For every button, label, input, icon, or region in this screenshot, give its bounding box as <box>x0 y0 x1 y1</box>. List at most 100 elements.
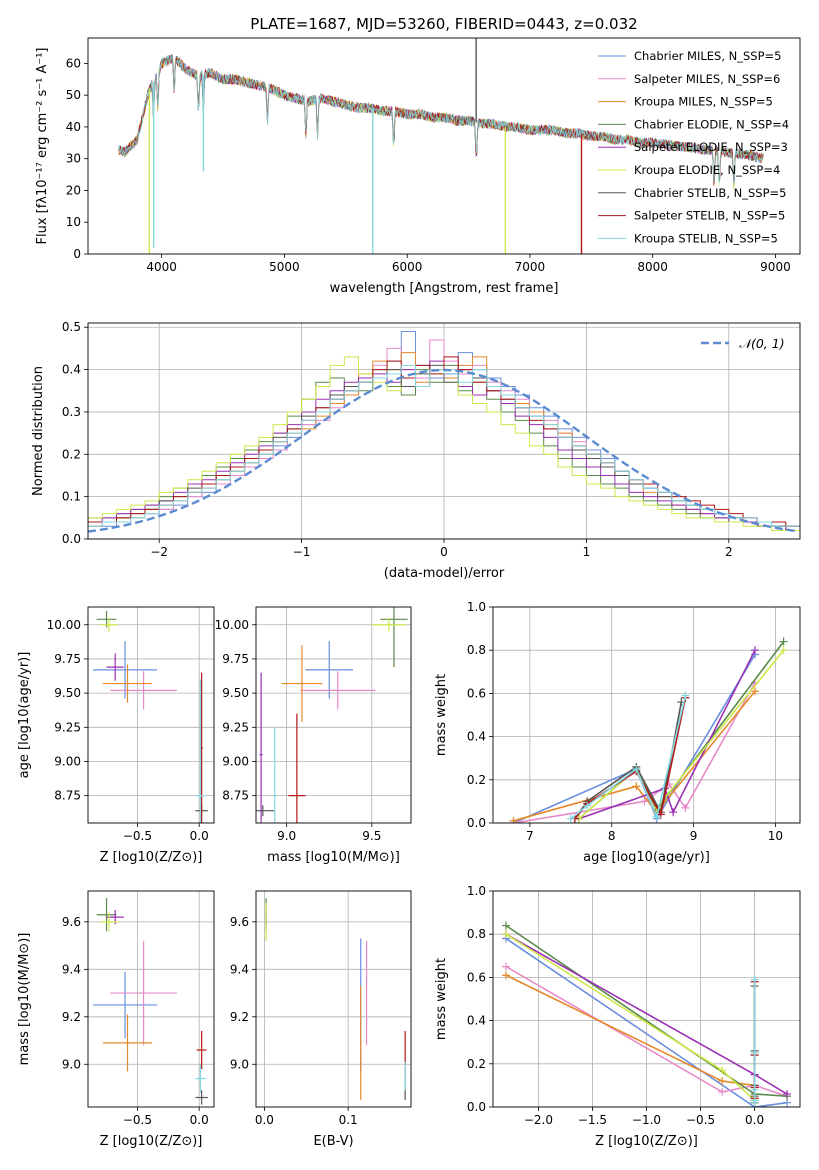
x-tick-label: −0.5 <box>123 1113 152 1127</box>
point-salpeter-miles <box>110 940 177 1046</box>
x-tick-label: 0.1 <box>339 1113 358 1127</box>
x-tick-label: −0.5 <box>123 829 152 843</box>
mass-weight-lines <box>509 637 788 823</box>
legend: Chabrier MILES, N_SSP=5 Salpeter MILES, N… <box>598 49 789 245</box>
point-salpeter-stelib <box>196 1031 207 1070</box>
point-marker <box>640 797 649 806</box>
point-marker <box>509 816 518 823</box>
series-line <box>513 690 756 822</box>
y-tick-label: 9.00 <box>54 754 81 768</box>
y-tick-label: 10 <box>66 215 81 229</box>
legend-label: Salpeter MILES, N_SSP=6 <box>634 72 780 86</box>
x-tick-label: 5000 <box>269 260 300 274</box>
point-kroupa-miles <box>281 645 323 722</box>
point-kroupa-miles <box>102 1014 153 1072</box>
x-tick-label: 0 <box>440 545 448 559</box>
y-tick-label: 9.4 <box>230 962 249 976</box>
point-marker <box>681 691 690 700</box>
point-marker <box>750 975 759 984</box>
y-tick-label: 9.25 <box>222 720 249 734</box>
y-tick-label: 40 <box>66 120 81 134</box>
legend-label: Chabrier ELODIE, N_SSP=4 <box>634 117 789 131</box>
point-marker <box>501 921 510 930</box>
series-line <box>513 682 756 823</box>
y-tick-label: 9.0 <box>230 1057 249 1071</box>
legend: 𝒩(0, 1) <box>701 336 785 351</box>
y-axis-label: mass weight <box>434 958 449 1040</box>
legend-label: Kroupa STELIB, N_SSP=5 <box>634 231 778 245</box>
point-salpeter-miles <box>110 671 177 710</box>
x-axis-label: E(B-V) <box>313 1134 353 1149</box>
y-tick-label: 0 <box>73 247 81 261</box>
x-tick-label: −1.0 <box>632 1113 661 1127</box>
y-tick-label: 10.00 <box>215 618 249 632</box>
point-marker <box>779 646 788 655</box>
y-tick-label: 9.75 <box>222 652 249 666</box>
x-tick-label: −2 <box>150 545 168 559</box>
chart-title: PLATE=1687, MJD=53260, FIBERID=0443, z=0… <box>250 15 637 33</box>
mass-weight-lines <box>501 921 792 1107</box>
panel-2-axes: −0.5 0.0 8.75 9.00 9.25 9.50 9.75 10.00 <box>47 607 214 843</box>
panel-6-frame <box>255 890 412 1108</box>
x-axis-label: Z [log10(Z/Z⊙)] <box>100 1134 203 1149</box>
x-tick-label: 9.0 <box>277 829 296 843</box>
x-tick-label: 0.0 <box>255 1113 274 1127</box>
y-tick-label: 0.6 <box>467 970 486 984</box>
point-kroupa-stelib <box>195 679 206 823</box>
point-chabrier-stelib <box>195 1090 208 1105</box>
x-tick-label: 0.0 <box>190 829 209 843</box>
x-tick-label: 2 <box>725 545 733 559</box>
series-salpeter-miles <box>509 678 759 823</box>
x-tick-label: −1.5 <box>578 1113 607 1127</box>
series-kroupa-elodie <box>501 930 759 1105</box>
x-axis-label: mass [log10(M/M⊙)] <box>267 850 400 865</box>
y-tick-label: 0.4 <box>467 1014 486 1028</box>
point-kroupa-elodie <box>371 617 406 632</box>
point-marker <box>718 1077 727 1086</box>
y-tick-label: 0.3 <box>62 405 81 419</box>
x-axis-label: age [log10(age/yr)] <box>583 850 710 865</box>
y-tick-label: 1.0 <box>467 884 486 898</box>
x-tick-label: −0.5 <box>686 1113 715 1127</box>
y-axis-label: Normed distribution <box>31 366 46 496</box>
point-marker <box>750 1085 759 1094</box>
point-chabrier-miles <box>305 641 354 699</box>
point-kroupa-elodie <box>100 617 118 632</box>
y-tick-label: 50 <box>66 88 81 102</box>
panel-1-axes: −2 −1 0 1 2 0.0 0.1 0.2 0.3 0.4 0.5 <box>62 320 800 559</box>
errorbars <box>265 898 406 1100</box>
panel-1-frame <box>87 322 801 540</box>
x-tick-label: 8000 <box>637 260 668 274</box>
y-tick-label: 9.50 <box>222 686 249 700</box>
point-marker <box>750 646 759 655</box>
x-tick-label: 0.0 <box>190 1113 209 1127</box>
x-tick-label: −1 <box>293 545 311 559</box>
legend-label: Kroupa ELODIE, N_SSP=4 <box>634 163 780 177</box>
y-tick-label: 0.0 <box>467 816 486 830</box>
point-kroupa-miles <box>102 664 153 703</box>
x-axis-label: Z [log10(Z/Z⊙)] <box>595 1134 698 1149</box>
y-tick-label: 9.6 <box>62 915 81 929</box>
panel-3-frame <box>255 606 412 824</box>
y-tick-label: 30 <box>66 152 81 166</box>
point-marker <box>501 962 510 971</box>
y-tick-label: 0.4 <box>62 363 81 377</box>
point-marker <box>501 930 510 939</box>
point-marker <box>779 637 788 646</box>
point-chabrier-elodie <box>380 607 408 668</box>
panel-0-axes: 4000 5000 6000 7000 8000 9000 0 10 20 30 40 50 60 <box>66 56 791 274</box>
series-line <box>578 649 756 820</box>
y-tick-label: 60 <box>66 56 81 70</box>
spectrum-salpeter-stelib <box>118 56 764 186</box>
x-tick-label: 9.5 <box>362 829 381 843</box>
x-axis-label: (data-model)/error <box>384 566 505 581</box>
y-tick-label: 9.50 <box>54 686 81 700</box>
y-tick-label: 9.2 <box>230 1010 249 1024</box>
panel-5-frame <box>87 890 215 1108</box>
x-tick-label: 4000 <box>146 260 177 274</box>
point-salpeter-miles <box>300 671 376 710</box>
point-marker <box>652 812 661 821</box>
y-tick-label: 9.4 <box>62 962 81 976</box>
histograms <box>88 330 800 533</box>
